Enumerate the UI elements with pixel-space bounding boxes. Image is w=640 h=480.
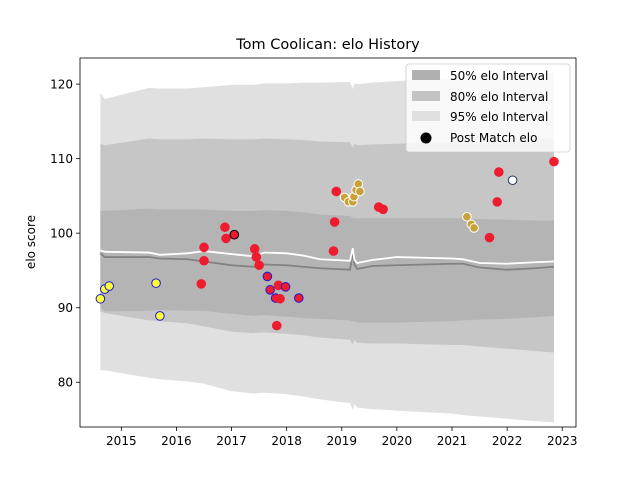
- post-match-point: [262, 271, 273, 282]
- mean-lines: [99, 247, 555, 271]
- x-tick-label: 2015: [106, 434, 137, 448]
- x-tick-label: 2022: [492, 434, 523, 448]
- x-tick-label: 2019: [327, 434, 358, 448]
- legend-label-post-match: Post Match elo: [450, 131, 537, 145]
- x-tick-label: 2023: [547, 434, 578, 448]
- x-tick-label: 2016: [161, 434, 192, 448]
- y-axis-label: elo score: [24, 215, 38, 269]
- plot-frame: [79, 57, 577, 428]
- post-match-point: [104, 281, 115, 291]
- x-tick-label: 2020: [382, 434, 413, 448]
- y-axis-ticks: 80 90 100 110 120: [50, 77, 80, 390]
- chart-title: Tom Coolican: elo History: [235, 37, 420, 53]
- interval-bands: [100, 72, 554, 423]
- post-match-point: [484, 232, 495, 243]
- post-match-point: [462, 211, 472, 222]
- x-axis-ticks: 2015 2016 2017 2018 2019 2020 2021 2022 2023: [106, 427, 577, 448]
- mean-elo-line: [99, 252, 555, 271]
- legend-swatch-95: [412, 111, 440, 121]
- post-match-point: [199, 242, 209, 253]
- y-tick-label: 110: [50, 152, 73, 166]
- post-match-point: [249, 244, 260, 254]
- post-match-point: [254, 260, 264, 271]
- post-match-point: [229, 229, 240, 240]
- legend-label-50: 50% elo Interval: [450, 69, 548, 83]
- post-match-point: [355, 186, 365, 197]
- post-match-point: [221, 233, 231, 244]
- x-tick-label: 2021: [437, 434, 468, 448]
- legend-frame: [405, 63, 571, 153]
- post-match-point: [199, 255, 209, 266]
- post-match-point: [251, 252, 262, 262]
- legend-label-80: 80% elo Interval: [450, 90, 548, 104]
- band-50: [100, 208, 554, 323]
- post-match-point: [549, 156, 559, 167]
- y-tick-label: 120: [50, 77, 73, 91]
- post-match-point: [494, 167, 504, 177]
- post-match-point: [469, 223, 479, 233]
- y-tick-label: 80: [58, 376, 73, 390]
- post-match-point: [155, 311, 165, 321]
- legend-marker-post-match: [420, 132, 432, 144]
- post-match-point: [196, 279, 207, 289]
- post-match-point: [280, 282, 291, 292]
- legend-label-95: 95% elo Interval: [450, 110, 548, 124]
- y-tick-label: 90: [58, 301, 73, 315]
- x-tick-label: 2017: [216, 434, 247, 448]
- x-tick-label: 2018: [271, 434, 302, 448]
- post-match-point: [271, 320, 282, 331]
- post-match-point: [275, 293, 285, 304]
- post-match-point: [220, 222, 230, 233]
- post-match-point: [378, 204, 388, 215]
- post-match-point: [293, 293, 304, 303]
- post-match-point: [328, 246, 339, 256]
- post-match-point: [507, 175, 518, 186]
- post-match-point: [492, 197, 502, 207]
- legend: 50% elo Interval 80% elo Interval 95% el…: [405, 63, 571, 153]
- y-tick-label: 100: [50, 226, 73, 240]
- post-match-point: [151, 278, 161, 288]
- post-match-point: [265, 285, 275, 295]
- expected-elo-line: [100, 247, 554, 265]
- post-match-point: [95, 293, 106, 304]
- legend-swatch-50: [412, 70, 440, 80]
- legend-swatch-80: [412, 91, 440, 101]
- post-match-points: [95, 156, 559, 331]
- post-match-point: [331, 186, 342, 197]
- post-match-point: [329, 217, 340, 227]
